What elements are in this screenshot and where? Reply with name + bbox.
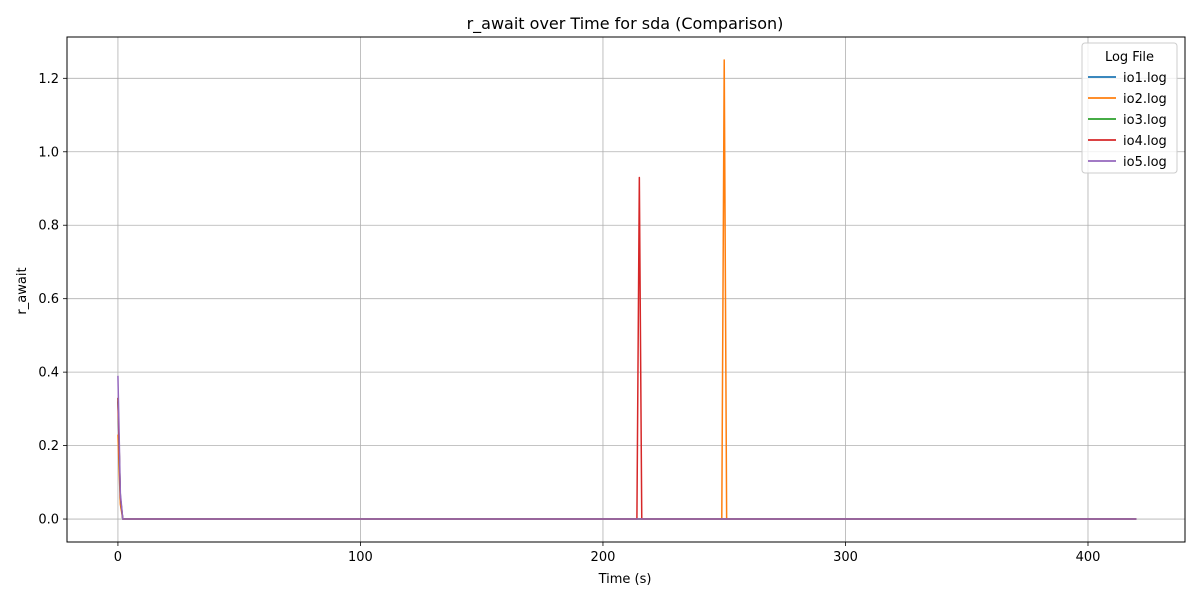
y-tick-label: 1.0 bbox=[38, 145, 59, 160]
y-ticks: 0.0 0.2 0.4 0.6 0.8 1.0 1.2 bbox=[38, 72, 67, 528]
legend: Log File io1.log io2.log io3.log io4.log io5.… bbox=[1081, 42, 1178, 174]
grid-lines bbox=[67, 37, 1185, 542]
legend-entry: io3.log bbox=[1123, 113, 1167, 128]
y-tick-label: 0.6 bbox=[38, 292, 59, 307]
y-tick-label: 1.2 bbox=[38, 72, 59, 87]
legend-entry: io2.log bbox=[1123, 92, 1167, 107]
y-tick-label: 0.0 bbox=[38, 513, 59, 528]
x-axis-label: Time (s) bbox=[598, 572, 652, 587]
legend-entry: io1.log bbox=[1123, 71, 1167, 86]
legend-entry: io5.log bbox=[1123, 155, 1167, 170]
series-line-1 bbox=[117, 401, 1137, 520]
series-line-5 bbox=[117, 375, 1137, 520]
y-tick-label: 0.2 bbox=[38, 439, 59, 454]
x-tick-label: 300 bbox=[833, 550, 858, 565]
series-line-3 bbox=[117, 397, 1137, 520]
x-tick-label: 200 bbox=[591, 550, 616, 565]
series-line-2 bbox=[117, 59, 1137, 520]
plot-frame bbox=[66, 36, 1186, 543]
y-tick-label: 0.8 bbox=[38, 219, 59, 234]
y-tick-label: 0.4 bbox=[38, 366, 59, 381]
x-tick-label: 0 bbox=[114, 550, 122, 565]
series-line-4 bbox=[117, 176, 1137, 520]
y-axis-label: r_await bbox=[15, 267, 30, 314]
legend-title: Log File bbox=[1105, 50, 1154, 65]
legend-entry: io4.log bbox=[1123, 134, 1167, 149]
x-tick-label: 400 bbox=[1076, 550, 1101, 565]
series-lines bbox=[117, 59, 1137, 520]
x-tick-label: 100 bbox=[348, 550, 373, 565]
chart-title: r_await over Time for sda (Comparison) bbox=[467, 14, 784, 34]
x-ticks: 0 100 200 300 400 bbox=[114, 542, 1101, 565]
